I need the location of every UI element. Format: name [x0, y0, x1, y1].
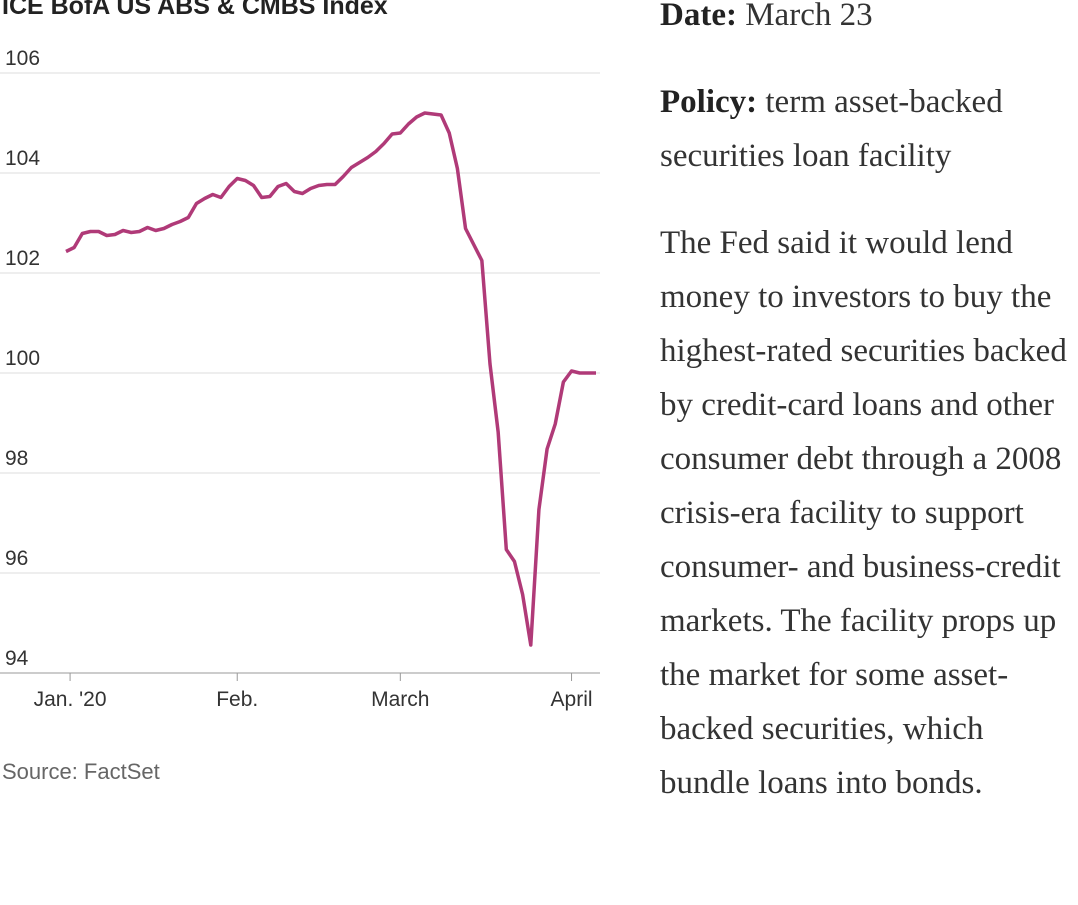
y-tick-label: 96	[5, 547, 28, 570]
chart-title: ICE BofA US ABS & CMBS Index	[2, 0, 388, 20]
y-tick-label: 104	[5, 147, 40, 170]
policy-label: Policy:	[660, 84, 758, 120]
x-tick-label: April	[551, 688, 593, 711]
y-tick-label: 102	[5, 247, 40, 270]
source: Source: FactSet	[2, 759, 160, 784]
body-text: The Fed said it would lend money to inve…	[660, 225, 1067, 801]
policy: Policy: term asset-backed securities loa…	[0, 75, 1078, 183]
x-tick-label: March	[371, 688, 429, 711]
date-label: Date:	[660, 0, 737, 33]
chart: ICE BofA US ABS & CMBS Index Source: Fac…	[0, 0, 600, 784]
y-tick-label: 98	[5, 447, 28, 470]
y-tick-label: 94	[5, 647, 29, 670]
y-tick-label: 100	[5, 347, 40, 370]
line-series	[65, 111, 596, 647]
policy-value: term asset-backed securities loan facili…	[660, 84, 1003, 174]
y-tick-label: 106	[5, 47, 40, 70]
date: Date: March 23	[0, 0, 1078, 42]
chart-container: ICE BofA US ABS & CMBS Index Source: Fac…	[0, 0, 600, 784]
x-tick-label: Jan. '20	[34, 688, 107, 711]
x-tick-label: Feb.	[216, 688, 258, 711]
date-value: March 23	[745, 0, 873, 33]
